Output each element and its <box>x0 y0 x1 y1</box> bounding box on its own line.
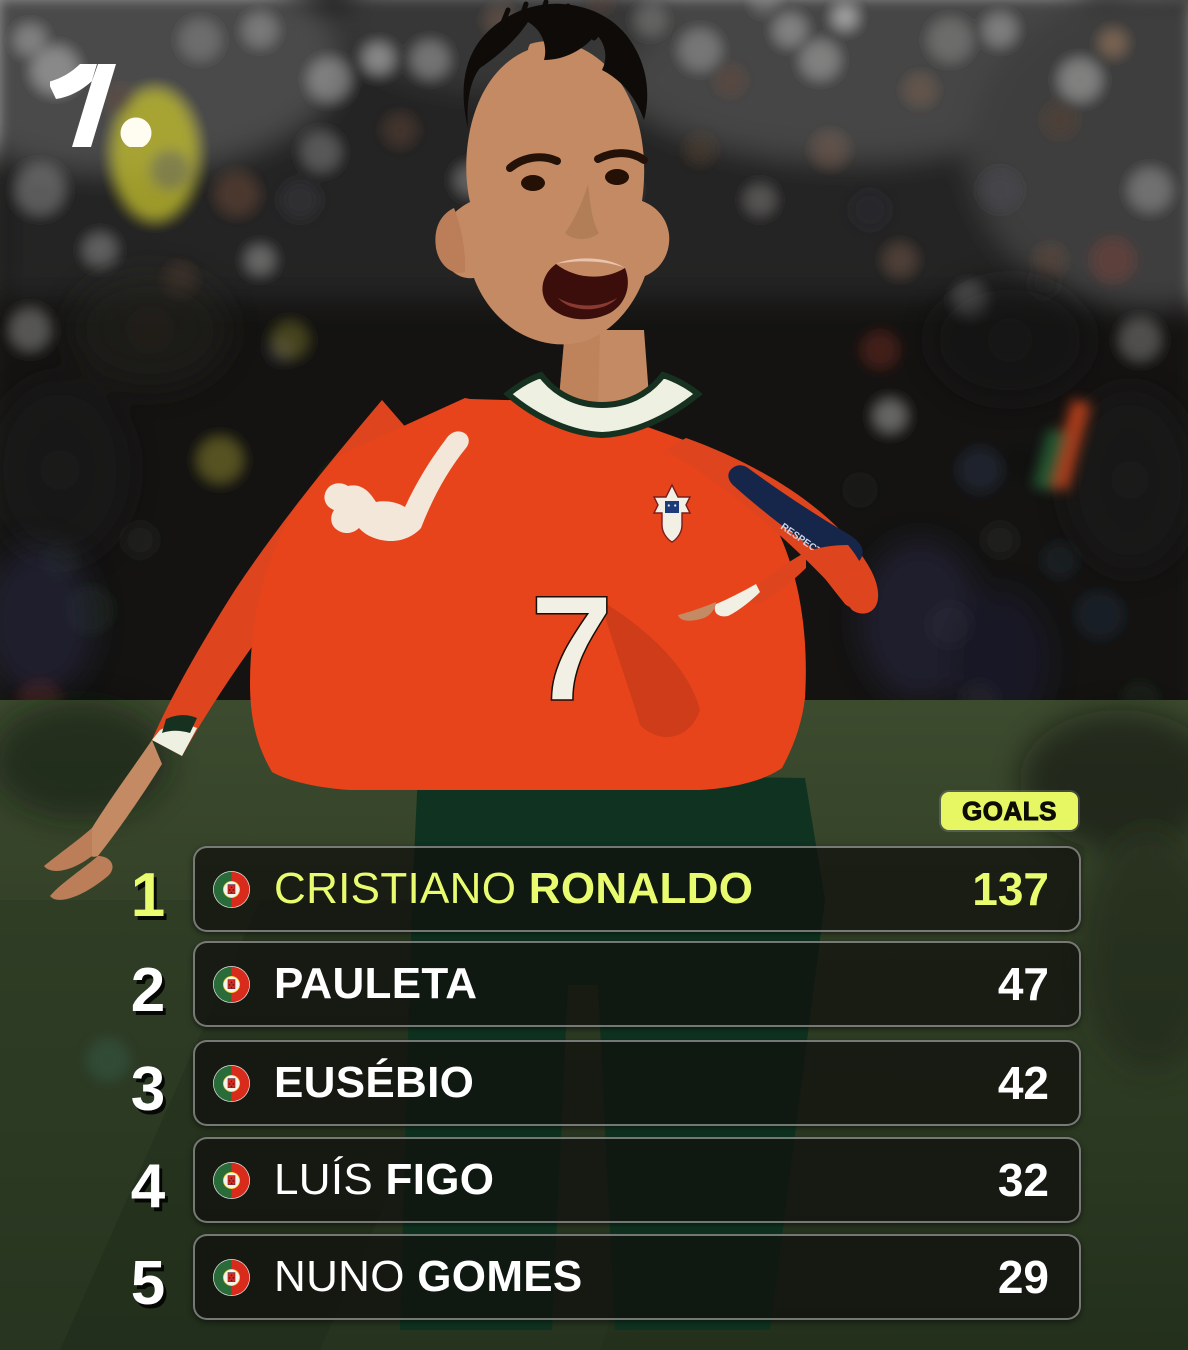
svg-text:7: 7 <box>530 564 613 732</box>
